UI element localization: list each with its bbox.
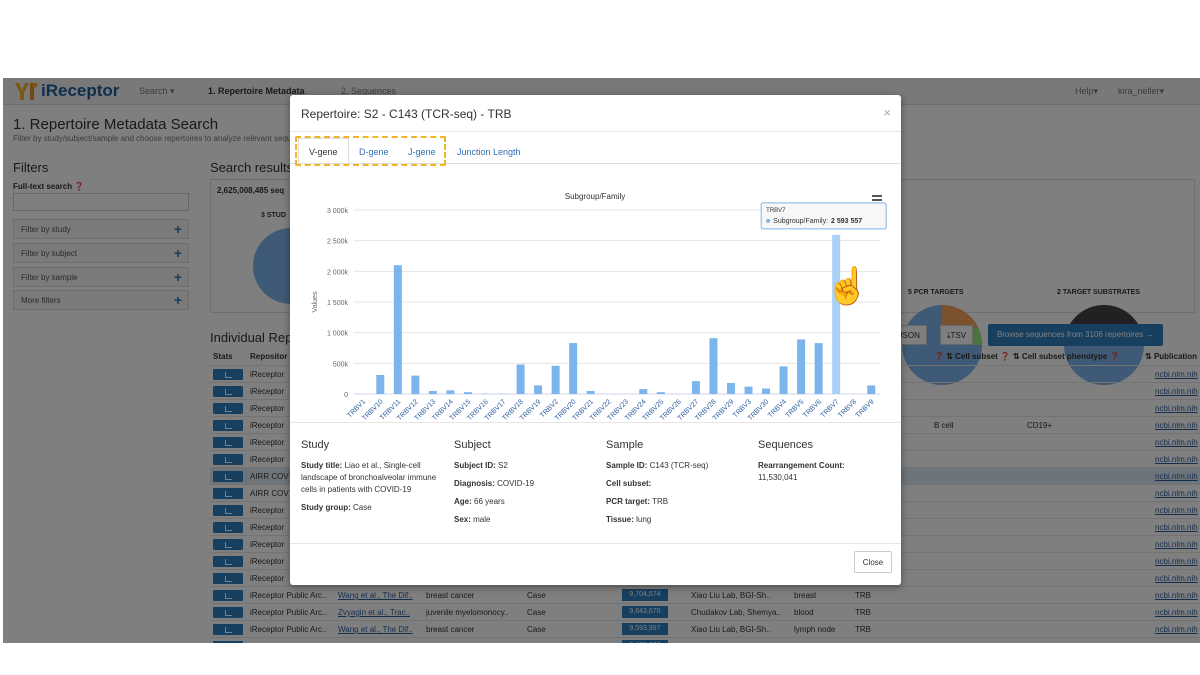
sequences-heading: Sequences: [758, 439, 814, 451]
tab-d-gene[interactable]: D-gene: [359, 147, 389, 157]
y-tick-label: 0: [344, 392, 348, 399]
bar-trbv21[interactable]: [586, 390, 595, 394]
tissue-value: lung: [636, 515, 652, 524]
tooltip-category: TRBV7: [766, 208, 786, 214]
diagnosis-value: COVID-19: [497, 479, 535, 488]
bar-trbv18[interactable]: [516, 364, 525, 394]
rearrangement-count-value: 11,530,041: [758, 473, 798, 482]
x-tick-label: TRBV8: [837, 398, 858, 419]
app-window: iReceptor Search ▾ 1. Repertoire Metadat…: [3, 78, 1200, 643]
study-group-label: Study group:: [301, 503, 351, 512]
bar-trbv24[interactable]: [639, 389, 648, 394]
study-title-label: Study title:: [301, 461, 343, 470]
x-tick-label: TRBV9: [855, 398, 876, 419]
sex-label: Sex:: [454, 515, 471, 524]
bar-trbv29[interactable]: [726, 382, 735, 394]
x-tick-label: TRBV4: [767, 398, 788, 419]
bar-trbv28[interactable]: [709, 338, 718, 394]
study-group-value: Case: [353, 503, 372, 512]
bar-trbv3[interactable]: [744, 386, 753, 394]
x-tick-label: TRBV7: [820, 398, 841, 419]
study-group-field: Study group: Case: [301, 502, 441, 514]
bar-trbv20[interactable]: [569, 343, 578, 394]
chart-tooltip: TRBV7 Subgroup/Family: 2 593 557: [760, 202, 887, 230]
v-gene-chart: Subgroup/Family Values 0 500k 1 000k 1 500k 2 …: [312, 192, 887, 420]
y-axis-label: Values: [312, 291, 319, 312]
bar-trbv4[interactable]: [779, 366, 788, 394]
age-label: Age:: [454, 497, 472, 506]
study-info: Study Study title: Liao et al., Single-c…: [301, 439, 441, 520]
bar-trbv15[interactable]: [463, 392, 472, 394]
tab-j-gene[interactable]: J-gene: [408, 147, 436, 157]
y-tick-label: 500k: [333, 361, 349, 368]
sample-id-value: C143 (TCR-seq): [649, 461, 709, 470]
bar-trbv30[interactable]: [762, 388, 771, 394]
tooltip-series-label: Subgroup/Family: [773, 218, 826, 225]
chart-title: Subgroup/Family: [565, 192, 625, 201]
bar-trbv2[interactable]: [551, 365, 560, 394]
y-tick-label: 3 000k: [327, 208, 349, 215]
diagnosis-label: Diagnosis:: [454, 479, 495, 488]
tooltip-value: 2 593 557: [831, 218, 862, 225]
y-tick-label: 1 000k: [327, 331, 349, 338]
rearrangement-count-label: Rearrangement Count:: [758, 461, 845, 470]
pcr-target-label: PCR target:: [606, 497, 651, 506]
close-button[interactable]: Close: [854, 551, 892, 573]
x-tick-label: TRBV5: [785, 398, 806, 419]
bar-trbv27[interactable]: [691, 381, 700, 394]
bar-trbv7[interactable]: [832, 234, 841, 394]
pcr-target-value: TRB: [652, 497, 669, 506]
modal-title: Repertoire: S2 - C143 (TCR-seq) - TRB: [301, 107, 512, 121]
subject-id-value: S2: [498, 461, 508, 470]
x-tick-label: TRBV6: [802, 398, 823, 419]
study-title-value: Liao et al., Single-cell landscape of br…: [301, 461, 437, 494]
close-icon[interactable]: ×: [883, 105, 891, 120]
sample-info: Sample Sample ID: C143 (TCR-seq) Cell su…: [606, 439, 746, 532]
bar-trbv14[interactable]: [446, 390, 455, 394]
sequences-info: Sequences Rearrangement Count: 11,530,041: [758, 439, 898, 490]
bar-trbv19[interactable]: [534, 385, 543, 394]
tabs-highlight-annotation: [295, 136, 446, 166]
study-heading: Study: [301, 439, 330, 451]
bar-trbv6[interactable]: [814, 343, 823, 394]
y-tick-label: 1 500k: [327, 300, 349, 307]
repertoire-modal: Repertoire: S2 - C143 (TCR-seq) - TRB × …: [290, 95, 901, 585]
study-title-field: Study title: Liao et al., Single-cell la…: [301, 460, 441, 496]
bar-trbv5[interactable]: [797, 339, 806, 394]
y-tick-label: 2 500k: [327, 239, 349, 246]
subject-heading: Subject: [454, 439, 491, 451]
sex-value: male: [473, 515, 491, 524]
y-tick-label: 2 000k: [327, 269, 349, 276]
tissue-label: Tissue:: [606, 515, 634, 524]
bar-trbv25[interactable]: [656, 392, 665, 394]
tooltip-series-name: Subgroup/Family: 2 593 557: [773, 218, 862, 225]
bar-trbv13[interactable]: [428, 390, 437, 394]
bar-trbv11[interactable]: [393, 265, 402, 394]
tab-v-gene[interactable]: V-gene: [309, 147, 338, 157]
pointer-hand-icon: ☝: [825, 265, 870, 306]
subject-id-label: Subject ID:: [454, 461, 496, 470]
tooltip-series-marker: [766, 218, 771, 223]
cell-subset-label: Cell subset:: [606, 479, 652, 488]
bar-trbv10[interactable]: [376, 374, 385, 394]
sample-id-label: Sample ID:: [606, 461, 648, 470]
sample-heading: Sample: [606, 439, 644, 451]
tab-junction-length[interactable]: Junction Length: [457, 147, 521, 157]
bar-trbv12[interactable]: [411, 375, 420, 394]
subject-info: Subject Subject ID: S2 Diagnosis: COVID-…: [454, 439, 594, 532]
age-value: 66 years: [474, 497, 505, 506]
bar-trbv9[interactable]: [867, 385, 876, 394]
